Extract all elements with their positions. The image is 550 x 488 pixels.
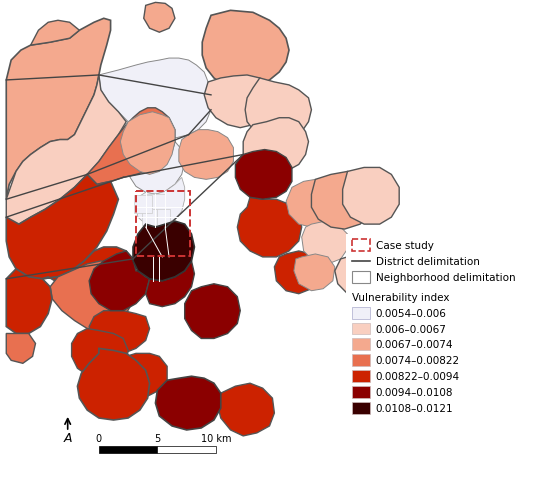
Bar xyxy=(157,446,216,453)
Polygon shape xyxy=(202,11,289,93)
Text: Vulnerability index: Vulnerability index xyxy=(353,292,450,302)
Text: 0.0108–0.0121: 0.0108–0.0121 xyxy=(376,403,453,413)
Polygon shape xyxy=(42,247,136,304)
Bar xyxy=(353,355,370,366)
Text: Neighborhood delimitation: Neighborhood delimitation xyxy=(376,272,515,282)
Polygon shape xyxy=(6,269,52,334)
Bar xyxy=(353,370,370,383)
Bar xyxy=(353,339,370,351)
Polygon shape xyxy=(128,135,185,195)
Polygon shape xyxy=(142,210,157,225)
Polygon shape xyxy=(243,119,309,175)
Bar xyxy=(353,386,370,398)
Polygon shape xyxy=(6,76,126,227)
Bar xyxy=(353,402,370,414)
Polygon shape xyxy=(120,113,175,175)
Polygon shape xyxy=(343,168,399,224)
Polygon shape xyxy=(78,349,150,420)
Polygon shape xyxy=(238,198,302,257)
Polygon shape xyxy=(31,21,79,46)
Text: 0.00822–0.0094: 0.00822–0.0094 xyxy=(376,371,460,382)
Polygon shape xyxy=(156,376,221,430)
Polygon shape xyxy=(87,108,175,185)
Polygon shape xyxy=(302,222,348,264)
Polygon shape xyxy=(294,254,335,291)
Polygon shape xyxy=(89,251,150,311)
Bar xyxy=(345,235,533,471)
Text: 10 km: 10 km xyxy=(201,433,231,443)
Bar xyxy=(353,307,370,319)
Text: 0.0054–0.006: 0.0054–0.006 xyxy=(376,308,447,318)
Polygon shape xyxy=(144,3,175,33)
Text: 0.0094–0.0108: 0.0094–0.0108 xyxy=(376,387,453,397)
Polygon shape xyxy=(6,19,111,200)
Text: 5: 5 xyxy=(154,433,161,443)
Polygon shape xyxy=(99,59,211,138)
Text: Case study: Case study xyxy=(376,241,433,250)
Polygon shape xyxy=(136,178,185,227)
Text: A: A xyxy=(63,431,72,445)
Polygon shape xyxy=(134,196,152,214)
Polygon shape xyxy=(72,329,128,379)
Polygon shape xyxy=(218,384,274,436)
Text: 0: 0 xyxy=(96,433,102,443)
Bar xyxy=(353,323,370,335)
Polygon shape xyxy=(50,262,133,331)
Bar xyxy=(353,271,370,283)
Polygon shape xyxy=(133,222,195,281)
Polygon shape xyxy=(6,175,118,279)
Polygon shape xyxy=(204,76,274,128)
Polygon shape xyxy=(185,284,240,339)
Text: 0.0067–0.0074: 0.0067–0.0074 xyxy=(376,340,453,350)
Polygon shape xyxy=(146,195,165,215)
Polygon shape xyxy=(335,254,387,299)
Polygon shape xyxy=(274,251,318,294)
Polygon shape xyxy=(89,311,150,354)
Polygon shape xyxy=(155,210,170,225)
Polygon shape xyxy=(286,180,335,227)
Polygon shape xyxy=(235,150,292,200)
Polygon shape xyxy=(179,130,233,180)
Polygon shape xyxy=(6,334,36,364)
Text: District delimitation: District delimitation xyxy=(376,256,480,266)
Polygon shape xyxy=(245,79,311,141)
Text: 0.0074–0.00822: 0.0074–0.00822 xyxy=(376,356,460,366)
Text: 0.006–0.0067: 0.006–0.0067 xyxy=(376,324,447,334)
Bar xyxy=(99,446,157,453)
Polygon shape xyxy=(146,262,195,307)
Polygon shape xyxy=(120,354,167,396)
Polygon shape xyxy=(311,172,374,230)
